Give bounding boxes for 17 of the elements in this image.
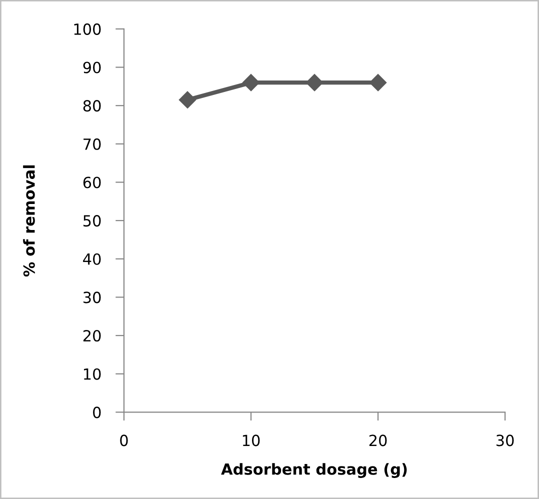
y-tick-label: 10 [84,368,101,380]
y-tick-label: 40 [83,253,101,265]
y-tick-label: 50 [83,215,101,227]
y-tick-label: 80 [83,100,101,112]
x-tick-label: 10 [242,434,260,446]
y-tick-label: 30 [83,292,101,304]
y-axis-title: % of removal [23,165,35,277]
x-tick-label: 0 [120,434,128,446]
x-axis-title: Adsorbent dosage (g) [221,463,407,478]
x-tick-label: 30 [496,434,514,446]
y-tick-label: 90 [83,62,101,74]
y-tick-label: 70 [84,138,101,150]
y-tick-label: 20 [83,330,101,342]
y-tick-label: 0 [93,406,101,418]
y-tick-label: 60 [83,176,101,188]
x-tick-label: 20 [369,434,387,446]
y-tick-label: 100 [74,23,101,35]
